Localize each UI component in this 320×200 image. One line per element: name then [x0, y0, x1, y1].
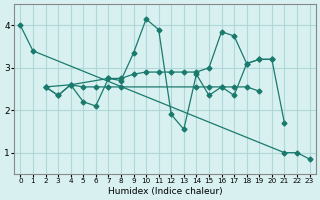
X-axis label: Humidex (Indice chaleur): Humidex (Indice chaleur) [108, 187, 222, 196]
